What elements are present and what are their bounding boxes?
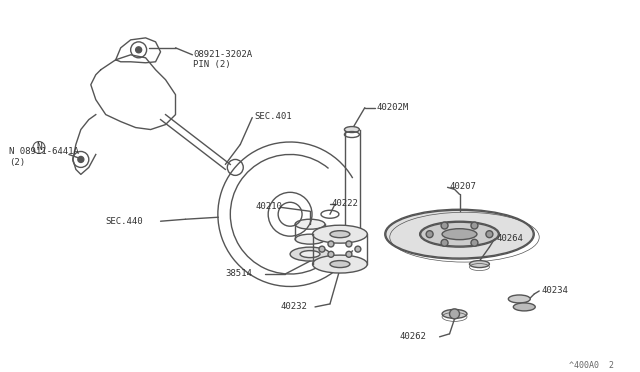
Text: 40222: 40222 <box>332 199 359 208</box>
Circle shape <box>486 231 493 238</box>
Text: ^400A0  2: ^400A0 2 <box>569 361 614 370</box>
Text: N: N <box>36 142 42 153</box>
Circle shape <box>328 241 334 247</box>
Text: 40207: 40207 <box>449 182 476 191</box>
Ellipse shape <box>508 295 531 303</box>
Text: 40202M: 40202M <box>377 103 409 112</box>
Text: 40264: 40264 <box>497 234 524 243</box>
Circle shape <box>441 222 448 229</box>
Circle shape <box>346 251 352 257</box>
Ellipse shape <box>470 261 490 267</box>
Circle shape <box>449 309 460 319</box>
Circle shape <box>136 47 141 53</box>
Text: 40232: 40232 <box>280 302 307 311</box>
Circle shape <box>319 246 325 252</box>
Text: 40262: 40262 <box>400 332 427 341</box>
Ellipse shape <box>295 234 325 244</box>
Circle shape <box>78 157 84 163</box>
Text: 40234: 40234 <box>541 286 568 295</box>
Circle shape <box>355 246 361 252</box>
Text: SEC.440: SEC.440 <box>106 217 143 226</box>
Circle shape <box>471 239 478 246</box>
Ellipse shape <box>442 229 477 240</box>
Circle shape <box>441 239 448 246</box>
Text: 40210: 40210 <box>255 202 282 211</box>
Ellipse shape <box>312 225 367 243</box>
Ellipse shape <box>300 251 320 257</box>
Ellipse shape <box>385 209 534 259</box>
Ellipse shape <box>344 126 360 132</box>
Ellipse shape <box>290 247 330 261</box>
Ellipse shape <box>295 219 325 229</box>
Text: 08921-3202A
PIN (2): 08921-3202A PIN (2) <box>193 50 253 69</box>
Ellipse shape <box>442 310 467 318</box>
Circle shape <box>426 231 433 238</box>
Circle shape <box>346 241 352 247</box>
Ellipse shape <box>312 255 367 273</box>
Circle shape <box>328 251 334 257</box>
Ellipse shape <box>513 303 535 311</box>
Text: SEC.401: SEC.401 <box>254 112 292 121</box>
Text: 38514: 38514 <box>225 269 252 278</box>
Circle shape <box>471 222 478 229</box>
Text: N 08911-6441A
(2): N 08911-6441A (2) <box>9 147 79 167</box>
Ellipse shape <box>330 261 350 267</box>
Ellipse shape <box>420 221 499 247</box>
Ellipse shape <box>330 231 350 238</box>
